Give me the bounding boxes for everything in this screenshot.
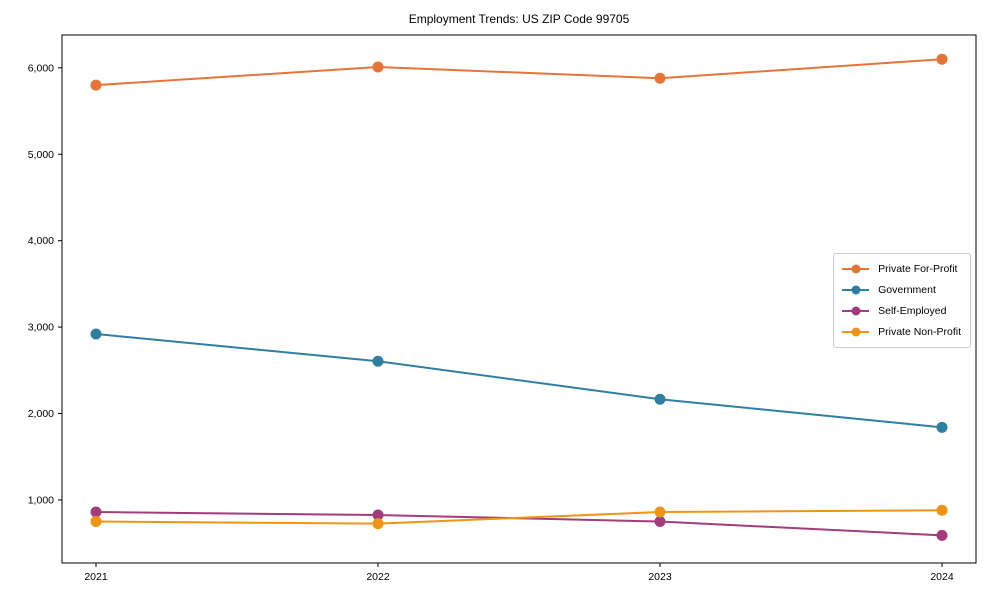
series-marker-self-employed xyxy=(654,516,666,528)
series-marker-self-employed xyxy=(936,529,948,541)
legend-line-marker-icon xyxy=(842,264,870,274)
legend-dot-icon xyxy=(851,264,861,274)
series-line-government xyxy=(95,333,943,429)
legend-item-self-employed: Self-Employed xyxy=(842,303,961,319)
series-marker-self-employed xyxy=(372,509,384,521)
series-marker-government xyxy=(936,421,948,433)
series-marker-self-employed xyxy=(90,506,102,518)
series-marker-government xyxy=(654,393,666,405)
series-line-private-for-profit xyxy=(95,58,943,87)
x-tick-label: 2023 xyxy=(648,571,672,583)
y-tick-label: 3,000 xyxy=(28,322,54,334)
series-marker-private-for-profit xyxy=(90,79,102,91)
legend-label: Self-Employed xyxy=(878,305,947,317)
series-line-private-non-profit xyxy=(95,509,943,525)
legend-item-private-for-profit: Private For-Profit xyxy=(842,261,961,277)
series-marker-private-non-profit xyxy=(936,504,948,516)
legend-item-government: Government xyxy=(842,282,961,298)
series-marker-private-non-profit xyxy=(372,518,384,530)
series-line-self-employed xyxy=(95,511,943,537)
y-tick-label: 6,000 xyxy=(28,62,54,74)
x-tick-label: 2021 xyxy=(84,571,108,583)
series-marker-private-for-profit xyxy=(372,61,384,73)
legend-dot-icon xyxy=(851,306,861,316)
series-marker-private-for-profit xyxy=(654,72,666,84)
legend: Private For-Profit Government Self-Employe… xyxy=(833,253,971,348)
series-marker-government xyxy=(372,355,384,367)
y-tick-label: 5,000 xyxy=(28,149,54,161)
chart-title: Employment Trends: US ZIP Code 99705 xyxy=(408,12,630,26)
series-marker-private-for-profit xyxy=(936,53,948,65)
series-marker-private-non-profit xyxy=(654,506,666,518)
legend-line-marker-icon xyxy=(842,306,870,316)
legend-item-private-non-profit: Private Non-Profit xyxy=(842,324,961,340)
legend-label: Government xyxy=(878,284,936,296)
y-tick-label: 2,000 xyxy=(28,408,54,420)
legend-label: Private For-Profit xyxy=(878,263,958,275)
x-tick-label: 2024 xyxy=(930,571,954,583)
x-tick-label: 2022 xyxy=(366,571,390,583)
y-tick-label: 1,000 xyxy=(28,494,54,506)
legend-line-marker-icon xyxy=(842,327,870,337)
legend-dot-icon xyxy=(851,285,861,295)
series-marker-government xyxy=(90,328,102,340)
y-tick-label: 4,000 xyxy=(28,235,54,247)
plot-border xyxy=(61,34,977,564)
legend-label: Private Non-Profit xyxy=(878,326,961,338)
legend-line-marker-icon xyxy=(842,285,870,295)
series-marker-private-non-profit xyxy=(90,516,102,528)
legend-dot-icon xyxy=(851,327,861,337)
